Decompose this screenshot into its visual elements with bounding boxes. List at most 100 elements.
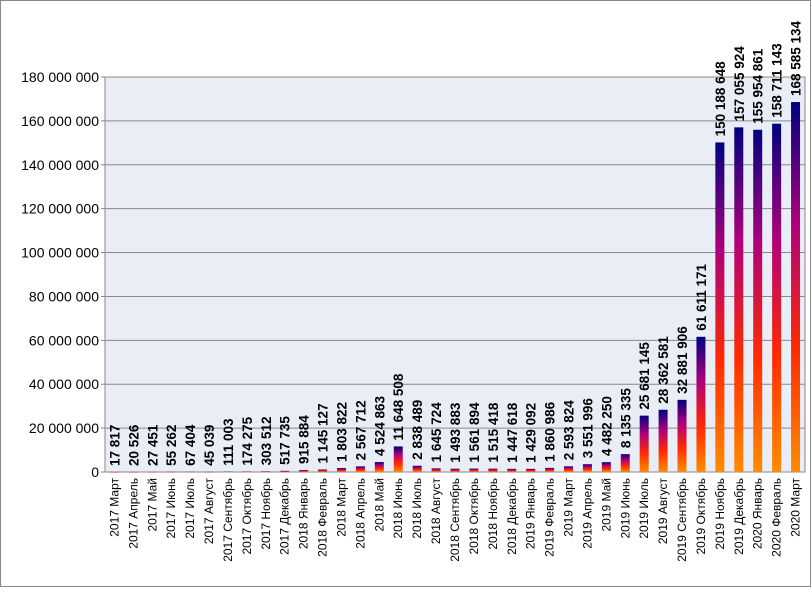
x-tick-label: 2019 Май	[599, 478, 613, 532]
value-label: 517 735	[278, 416, 293, 465]
bar	[715, 142, 725, 472]
value-label: 1 515 418	[486, 402, 501, 463]
x-tick-label: 2018 Май	[372, 478, 386, 532]
value-label: 303 512	[259, 417, 274, 466]
y-tick-label: 40 000 000	[29, 376, 99, 392]
x-tick-label: 2019 Февраль	[543, 478, 557, 557]
value-label: 174 275	[240, 416, 255, 465]
x-tick-label: 2017 Декабрь	[278, 478, 292, 555]
y-tick-label: 160 000 000	[21, 113, 99, 129]
bar	[696, 336, 706, 472]
x-tick-label: 2017 Март	[107, 478, 121, 537]
value-label: 11 648 508	[391, 373, 406, 440]
bar	[242, 471, 252, 473]
x-tick-label: 2018 Июнь	[391, 478, 405, 539]
bar	[564, 466, 574, 472]
x-tick-label: 2017 Апрель	[126, 478, 140, 549]
bar	[355, 466, 365, 472]
x-tick-label: 2017 Ноябрь	[259, 478, 273, 550]
bar	[393, 446, 403, 472]
value-label: 3 551 996	[580, 398, 595, 459]
bar	[469, 468, 479, 472]
value-label: 915 884	[297, 415, 312, 464]
value-label: 2 593 824	[562, 400, 577, 461]
y-tick-label: 100 000 000	[21, 245, 99, 261]
y-tick-label: 120 000 000	[21, 201, 99, 217]
x-tick-label: 2019 Август	[656, 478, 670, 545]
bar	[772, 123, 782, 472]
bar	[166, 471, 176, 473]
x-tick-label: 2019 Апрель	[580, 478, 594, 549]
x-tick-label: 2020 Февраль	[770, 478, 784, 557]
x-tick-label: 2017 Сентябрь	[221, 478, 235, 562]
bar	[261, 471, 271, 472]
bar	[507, 468, 517, 472]
x-tick-label: 2019 Сентябрь	[675, 478, 689, 562]
bar	[318, 469, 328, 472]
bar	[299, 469, 309, 472]
bar	[488, 468, 498, 472]
bar	[280, 470, 290, 472]
bar	[658, 409, 668, 472]
value-label: 25 681 145	[637, 342, 652, 410]
value-label: 67 404	[183, 424, 198, 466]
x-tick-label: 2017 Июль	[183, 478, 197, 539]
x-tick-label: 2019 Октябрь	[694, 478, 708, 555]
x-tick-label: 2019 Ноябрь	[713, 478, 727, 550]
x-tick-label: 2018 Ноябрь	[486, 478, 500, 550]
value-label: 1 860 986	[543, 401, 558, 462]
value-label: 27 451	[145, 424, 160, 466]
x-tick-label: 2019 Июнь	[618, 478, 632, 539]
value-label: 20 526	[126, 424, 141, 466]
value-label: 155 954 861	[751, 48, 766, 124]
value-label: 150 188 648	[713, 61, 728, 137]
bar	[336, 468, 346, 472]
bar	[374, 462, 384, 472]
x-tick-label: 2017 Октябрь	[240, 478, 254, 555]
x-tick-label: 2018 Сентябрь	[448, 478, 462, 562]
x-tick-label: 2019 Январь	[524, 478, 538, 549]
bar	[185, 471, 195, 473]
bar	[223, 471, 233, 473]
value-label: 1 447 618	[505, 402, 520, 463]
value-label: 2 567 712	[353, 400, 368, 460]
value-label: 1 803 822	[334, 402, 349, 462]
bar	[639, 415, 649, 472]
x-tick-label: 2020 Март	[789, 478, 803, 537]
bar	[128, 471, 138, 473]
bar	[109, 471, 119, 473]
value-label: 1 561 894	[467, 402, 482, 463]
x-tick-label: 2018 Март	[334, 478, 348, 537]
value-label: 28 362 581	[656, 336, 671, 404]
bar	[545, 467, 555, 472]
x-tick-label: 2020 Январь	[751, 478, 765, 549]
value-label: 1 493 883	[448, 402, 463, 463]
x-tick-label: 2017 Август	[202, 478, 216, 545]
x-tick-label: 2018 Январь	[297, 478, 311, 549]
value-label: 4 482 250	[599, 396, 614, 456]
value-label: 55 262	[164, 425, 179, 466]
x-tick-label: 2018 Февраль	[316, 478, 330, 557]
y-tick-label: 180 000 000	[21, 69, 99, 85]
value-label: 157 055 924	[732, 46, 747, 122]
y-tick-label: 140 000 000	[21, 157, 99, 173]
bar	[450, 468, 460, 472]
value-label: 4 524 863	[372, 396, 387, 457]
value-label: 158 711 143	[770, 43, 785, 118]
bar	[431, 468, 441, 472]
value-label: 2 838 489	[410, 400, 425, 460]
x-tick-label: 2018 Август	[429, 478, 443, 545]
value-label: 8 135 335	[618, 388, 633, 449]
x-tick-label: 2017 Июнь	[164, 478, 178, 539]
value-label: 1 145 127	[316, 403, 331, 463]
x-tick-label: 2019 Декабрь	[732, 478, 746, 555]
bar	[601, 462, 611, 472]
x-tick-label: 2017 Май	[145, 478, 159, 532]
bar	[753, 129, 763, 472]
x-tick-label: 2018 Апрель	[353, 478, 367, 549]
value-label: 1 429 092	[524, 403, 539, 463]
y-tick-label: 80 000 000	[29, 288, 99, 304]
value-label: 45 039	[202, 425, 217, 466]
value-label: 17 817	[107, 425, 122, 466]
